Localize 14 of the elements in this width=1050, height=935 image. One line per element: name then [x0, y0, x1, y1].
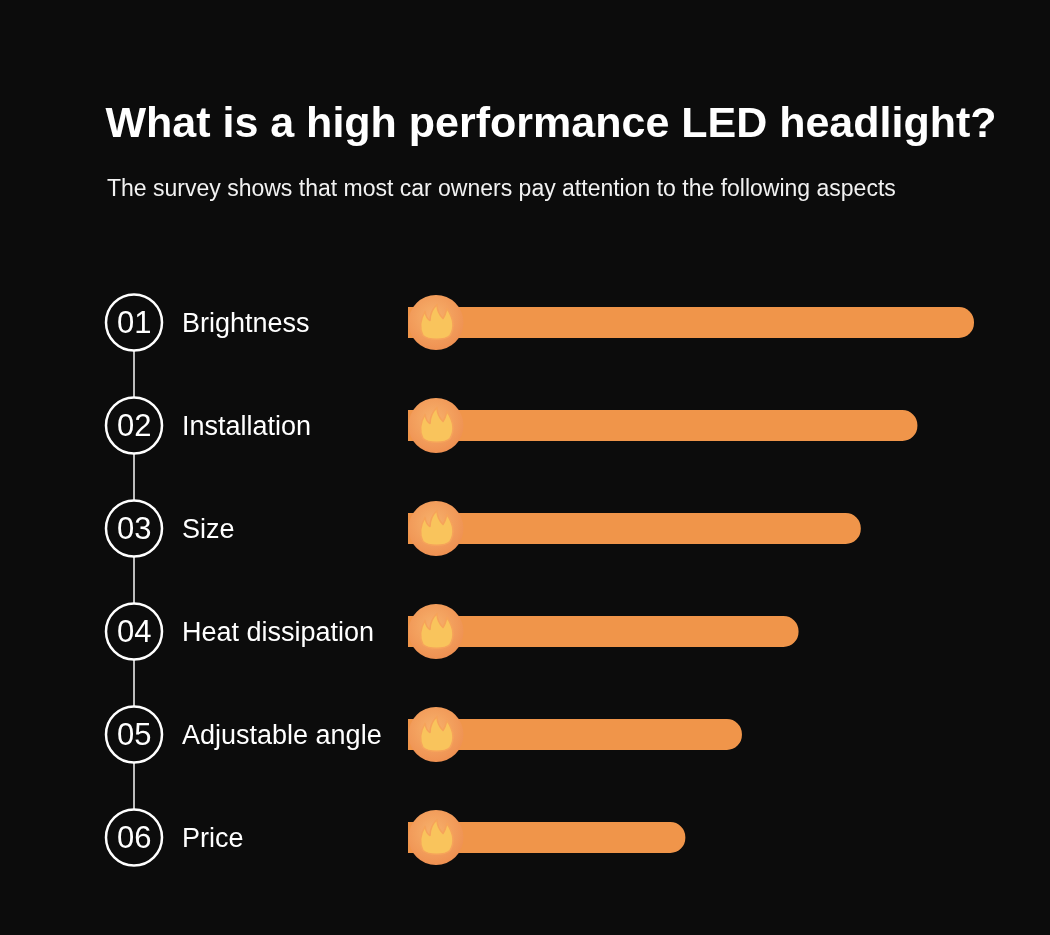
chart-title: What is a high performance LED headlight?: [105, 98, 997, 147]
text: 02: [117, 408, 152, 443]
y-tick-label: Size: [182, 514, 235, 544]
y-tick-label: Brightness: [182, 308, 310, 338]
text: 06: [117, 820, 152, 855]
text: 05: [117, 717, 152, 752]
text: 01: [117, 305, 152, 340]
text: 04: [117, 614, 152, 649]
y-tick-label: Price: [182, 823, 244, 853]
y-tick-label: Installation: [182, 411, 312, 441]
chart-subtitle: The survey shows that most car owners pay attention to the following aspects: [107, 175, 896, 201]
y-tick-label: Heat dissipation: [182, 617, 375, 647]
text: 03: [117, 511, 152, 546]
y-tick-label: Adjustable angle: [182, 720, 382, 750]
